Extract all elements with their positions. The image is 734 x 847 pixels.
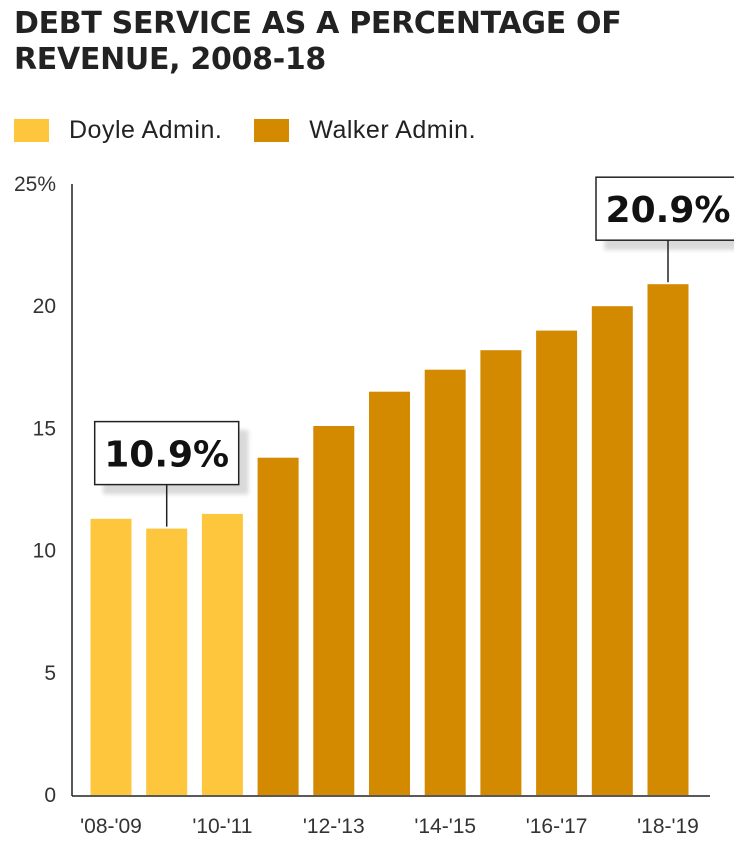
x-tick-label: '08-'09: [80, 815, 142, 838]
bar-8: [536, 330, 578, 795]
y-tick-label: 25%: [14, 173, 56, 196]
legend: Doyle Admin. Walker Admin.: [14, 114, 508, 146]
legend-swatch-doyle: [14, 118, 49, 142]
bar-0: [90, 518, 132, 795]
callout-box: [595, 176, 734, 241]
bar-4: [313, 426, 355, 795]
x-tick-label: '16-'17: [526, 815, 588, 838]
bar-10: [647, 284, 689, 795]
bar-1: [146, 528, 188, 795]
callout-label: 20.9%: [606, 190, 731, 231]
bar-3: [257, 457, 299, 795]
y-tick-label: 5: [44, 662, 56, 685]
legend-label-walker: Walker Admin.: [309, 115, 477, 144]
callout-0: 10.9%: [93, 420, 240, 527]
y-tick-label: 10: [33, 540, 56, 563]
legend-label-doyle: Doyle Admin.: [69, 115, 223, 144]
x-tick-label: '14-'15: [414, 815, 476, 838]
chart-title: DEBT SERVICE AS A PERCENTAGE OF REVENUE,…: [14, 6, 622, 77]
callout-label: 10.9%: [104, 435, 229, 476]
callout-box: [93, 420, 240, 486]
bar-2: [201, 513, 243, 795]
x-tick-label: '10-'11: [192, 815, 252, 838]
bar-5: [369, 391, 410, 795]
y-tick-label: 20: [33, 295, 56, 318]
y-tick-label: 15: [33, 417, 56, 440]
legend-swatch-walker: [254, 118, 290, 142]
y-tick-label: 0: [44, 784, 56, 807]
bar-9: [591, 306, 633, 795]
x-tick-label: '18-'19: [637, 815, 699, 838]
bar-7: [480, 350, 522, 795]
legend-item-walker: Walker Admin.: [254, 116, 476, 145]
x-tick-label: '12-'13: [303, 815, 365, 838]
bar-6: [424, 369, 466, 795]
legend-item-doyle: Doyle Admin.: [14, 116, 222, 145]
callout-1: 20.9%: [595, 176, 734, 283]
